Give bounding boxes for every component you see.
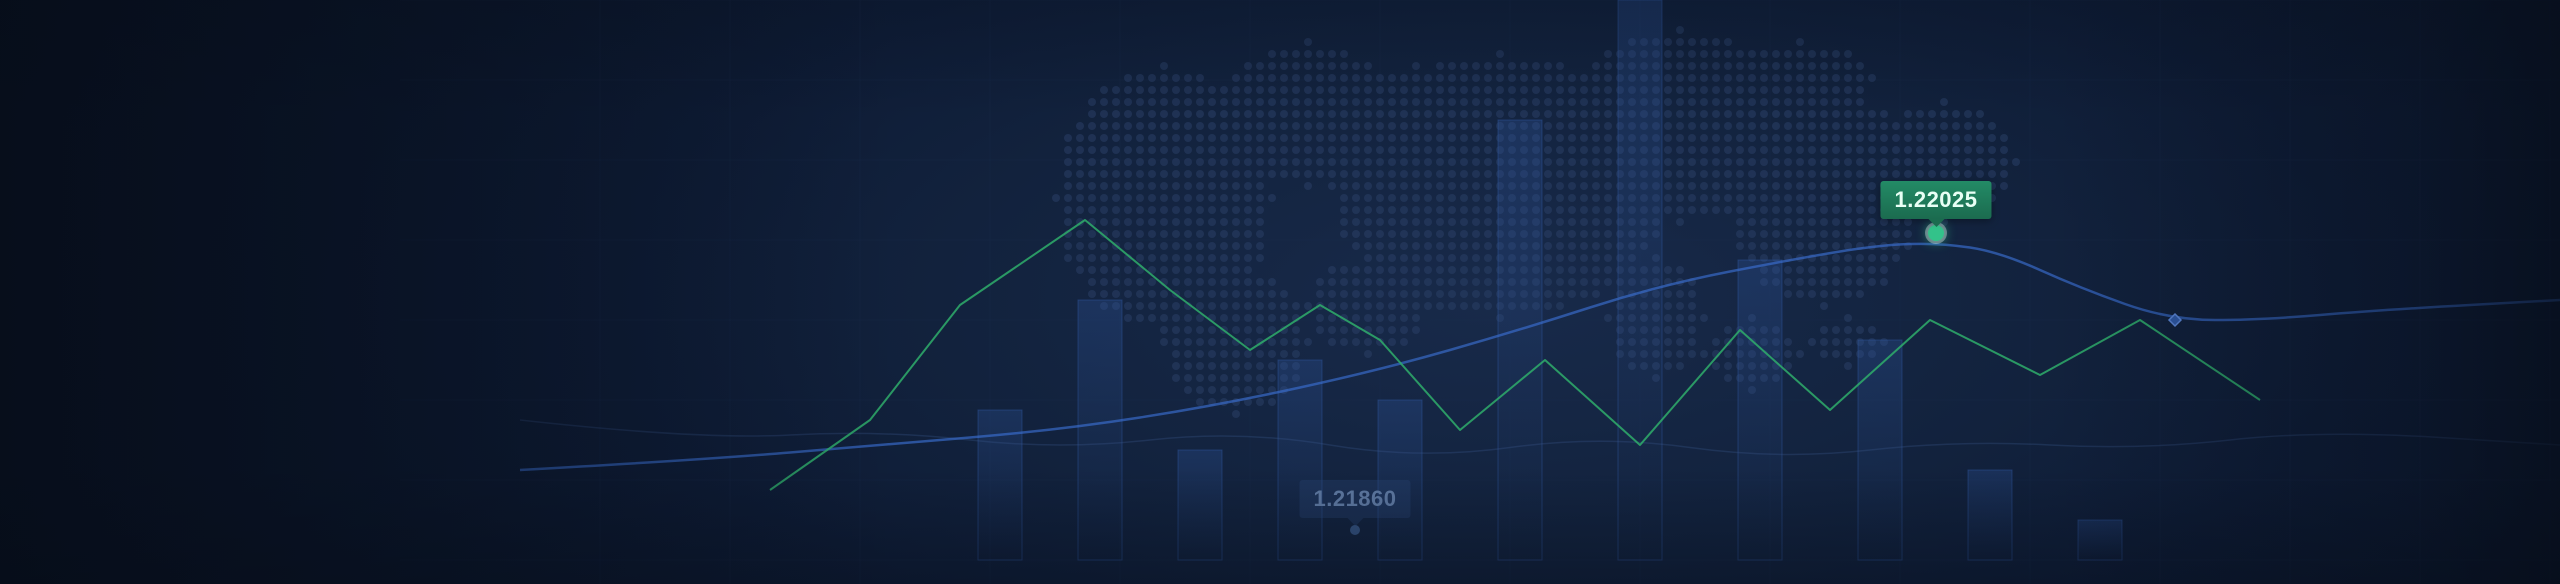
green-price-line [770,220,2260,490]
price-tooltip-primary-value: 1.22025 [1894,187,1977,212]
price-tooltip-secondary-value: 1.21860 [1313,486,1396,511]
price-tooltip-primary: 1.22025 [1880,181,1991,219]
price-tooltip-secondary: 1.21860 [1299,480,1410,518]
blue-curve-line [520,244,2560,470]
lines-layer [0,0,2560,584]
hero-chart-banner: 1.21860 1.22025 [0,0,2560,584]
